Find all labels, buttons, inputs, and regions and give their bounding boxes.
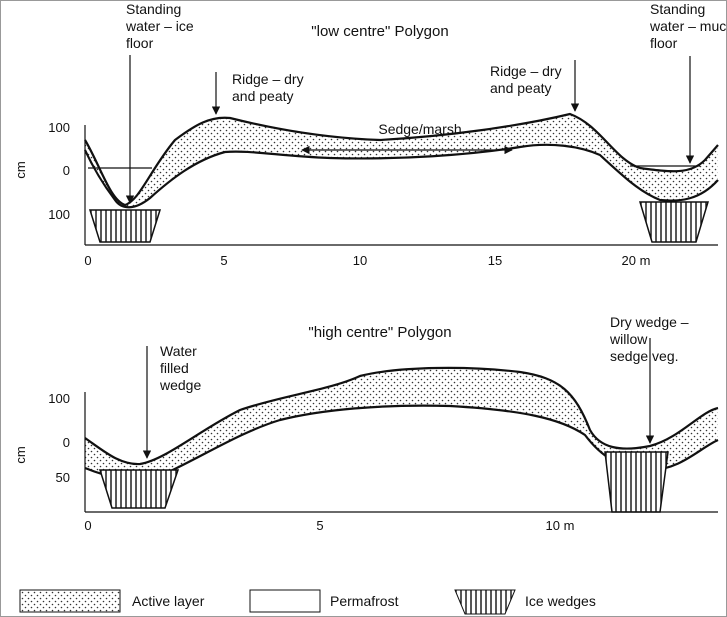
legend-label: Active layer — [132, 593, 205, 609]
y-tick-label: 0 — [63, 163, 70, 178]
annotation-line: sedge veg. — [610, 348, 679, 364]
annotation-line: and peaty — [232, 88, 294, 104]
legend-label: Ice wedges — [525, 593, 596, 609]
annotation-line: Standing — [126, 1, 181, 17]
x-tick-label: 15 — [488, 253, 502, 268]
annotation-line: Sedge/marsh — [378, 121, 461, 137]
legend-swatch — [19, 589, 121, 613]
active-layer — [85, 114, 718, 208]
y-tick-label: 100 — [48, 120, 70, 135]
annotation-line: Ridge – dry — [232, 71, 304, 87]
x-tick-label: 0 — [84, 253, 91, 268]
x-tick-label: 5 — [316, 518, 323, 533]
ice-wedge — [88, 209, 162, 243]
y-tick-label: 100 — [48, 207, 70, 222]
y-tick-label: 100 — [48, 391, 70, 406]
top-panel: "low centre" Polygon cm 100 0 100 0 5 10… — [13, 1, 727, 268]
x-tick-label: 20 m — [622, 253, 651, 268]
ground-surface — [84, 366, 719, 466]
annotation-line: Water — [160, 343, 197, 359]
annotation-line: floor — [650, 35, 678, 51]
panel-title: "high centre" Polygon — [308, 324, 451, 341]
panel-title: "low centre" Polygon — [311, 23, 448, 40]
y-axis-label: cm — [13, 446, 28, 463]
ice-wedge — [98, 469, 180, 509]
x-tick-label: 5 — [220, 253, 227, 268]
x-tick-label: 0 — [84, 518, 91, 533]
annotation-line: Standing — [650, 1, 705, 17]
legend-label: Permafrost — [330, 593, 399, 609]
permafrost-table — [84, 143, 719, 209]
annotation-line: and peaty — [490, 80, 552, 96]
annotation-line: water – ice — [125, 18, 194, 34]
annotation-line: filled — [160, 360, 189, 376]
annotation-line: wedge — [159, 377, 201, 393]
ice-wedge — [604, 451, 669, 513]
annotation-line: Ridge – dry — [490, 63, 562, 79]
y-tick-label: 0 — [63, 435, 70, 450]
annotation-line: willow — [609, 331, 648, 347]
annotation-line: Dry wedge – — [610, 314, 689, 330]
legend-swatch — [454, 589, 516, 615]
ice-wedge — [638, 201, 710, 243]
y-tick-label: 50 — [56, 470, 70, 485]
legend: Active layer Permafrost Ice wedges — [19, 589, 596, 615]
annotation-line: floor — [126, 35, 154, 51]
y-axis-label: cm — [13, 161, 28, 178]
legend-swatch — [249, 589, 321, 613]
bottom-panel: "high centre" Polygon cm 100 0 50 0 5 10… — [13, 314, 719, 533]
x-tick-label: 10 m — [546, 518, 575, 533]
annotation-line: water – muck — [649, 18, 727, 34]
annotation: Sedge/marsh — [378, 121, 461, 137]
x-tick-label: 10 — [353, 253, 367, 268]
active-layer — [85, 367, 718, 480]
